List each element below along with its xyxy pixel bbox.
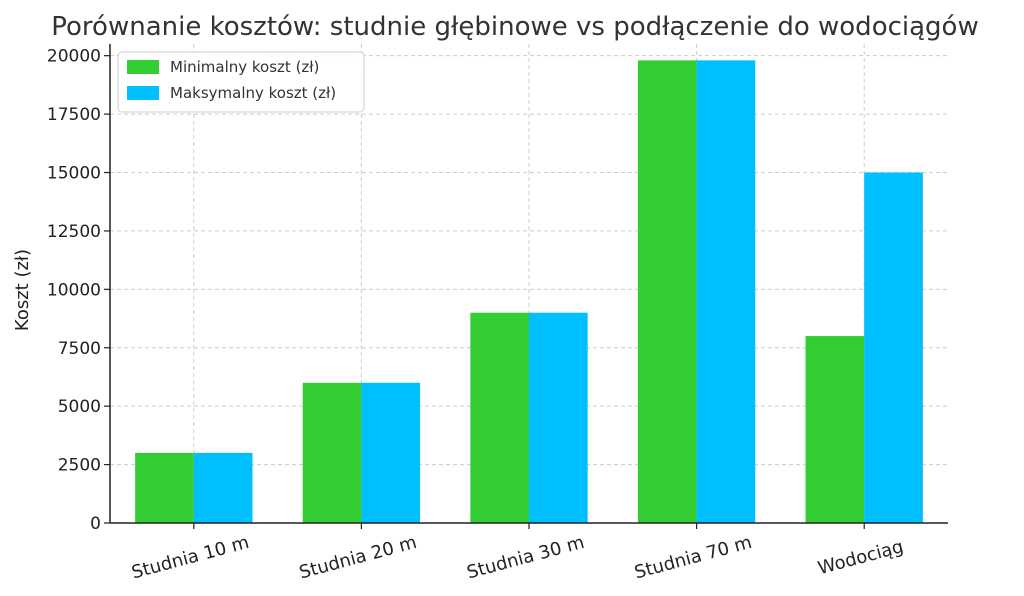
y-tick-label: 2500 (58, 456, 101, 476)
x-tick-labels: Studnia 10 m Studnia 20 m Studnia 30 m Stud… (129, 523, 906, 584)
x-tick-label: Wodociąg (816, 536, 906, 579)
x-tick-label: Studnia 30 m (465, 532, 587, 584)
legend-box (117, 51, 365, 113)
y-tick-label: 0 (90, 514, 101, 534)
y-tick-label: 20000 (47, 47, 101, 67)
legend-swatch-min (127, 60, 159, 74)
bar-min-2 (470, 312, 529, 523)
legend: Minimalny koszt (zł) Maksymalny koszt (z… (117, 51, 365, 113)
x-tick-label: Studnia 70 m (632, 532, 754, 584)
bar-max-4 (864, 172, 923, 523)
bar-min-3 (637, 60, 697, 523)
x-tick-label: Studnia 10 m (129, 532, 251, 584)
legend-label-min: Minimalny koszt (zł) (170, 58, 319, 76)
chart-title: Porównanie kosztów: studnie głębinowe vs… (51, 12, 978, 42)
bar-min-4 (805, 336, 865, 523)
bar-max-3 (696, 60, 756, 523)
y-tick-label: 5000 (58, 397, 101, 417)
y-tick-label: 10000 (47, 280, 101, 300)
x-tick-label: Studnia 20 m (297, 532, 419, 584)
y-tick-label: 12500 (47, 222, 101, 242)
bar-max-2 (529, 312, 588, 523)
y-tick-labels: 0 2500 5000 7500 10000 12500 15000 17500 20000 (47, 47, 110, 534)
legend-swatch-max (127, 86, 159, 100)
y-tick-label: 7500 (58, 339, 101, 359)
bar-max-1 (361, 382, 421, 523)
y-axis-label: Koszt (zł) (12, 249, 33, 331)
y-tick-label: 15000 (47, 164, 101, 184)
y-tick-label: 17500 (47, 105, 101, 125)
bar-max-0 (193, 452, 253, 523)
bar-min-1 (302, 382, 362, 523)
bars (135, 60, 923, 523)
bar-min-0 (135, 452, 194, 523)
legend-label-max: Maksymalny koszt (zł) (170, 84, 336, 102)
